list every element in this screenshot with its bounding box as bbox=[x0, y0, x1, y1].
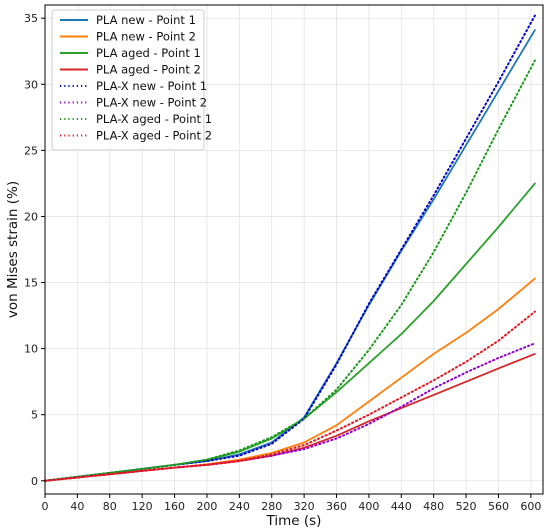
x-tick-label: 160 bbox=[164, 500, 185, 513]
y-axis-label: von Mises strain (%) bbox=[5, 181, 21, 318]
x-tick-label: 80 bbox=[103, 500, 117, 513]
legend-label: PLA aged - Point 1 bbox=[96, 46, 201, 60]
x-tick-label: 240 bbox=[229, 500, 250, 513]
y-tick-label: 25 bbox=[24, 144, 38, 157]
series-8 bbox=[44, 310, 536, 482]
series-7 bbox=[44, 59, 536, 482]
plot-frame bbox=[44, 4, 544, 495]
legend-label: PLA-X new - Point 1 bbox=[96, 79, 207, 93]
legend-label: PLA-X new - Point 2 bbox=[96, 96, 207, 110]
y-tick-label: 0 bbox=[31, 475, 38, 488]
x-tick-label: 480 bbox=[423, 500, 444, 513]
x-axis: 0 40 80 120 160 200 240 280 320 360 400 440 480 520 56… bbox=[42, 494, 541, 513]
x-tick-label: 280 bbox=[261, 500, 282, 513]
series-line bbox=[44, 310, 536, 482]
series-line bbox=[44, 59, 536, 482]
y-tick-label: 20 bbox=[24, 210, 38, 223]
x-tick-label: 200 bbox=[196, 500, 217, 513]
x-tick-label: 400 bbox=[358, 500, 379, 513]
x-tick-label: 0 bbox=[42, 500, 49, 513]
x-tick-label: 360 bbox=[326, 500, 347, 513]
legend: PLA new - Point 1 PLA new - Point 2 PLA ag… bbox=[51, 9, 212, 151]
legend-label: PLA-X aged - Point 2 bbox=[96, 129, 212, 143]
legend-label: PLA new - Point 1 bbox=[96, 13, 196, 27]
legend-label: PLA aged - Point 2 bbox=[96, 63, 201, 77]
x-axis-label: Time (s) bbox=[266, 513, 322, 529]
x-tick-label: 40 bbox=[70, 500, 84, 513]
x-tick-label: 320 bbox=[294, 500, 315, 513]
x-tick-label: 600 bbox=[520, 500, 541, 513]
x-tick-label: 120 bbox=[132, 500, 153, 513]
x-tick-label: 560 bbox=[488, 500, 509, 513]
y-tick-label: 5 bbox=[31, 409, 38, 422]
legend-box bbox=[51, 9, 205, 151]
y-tick-label: 35 bbox=[24, 12, 38, 25]
x-tick-label: 520 bbox=[456, 500, 477, 513]
y-tick-label: 10 bbox=[24, 343, 38, 356]
y-tick-label: 15 bbox=[24, 277, 38, 290]
y-tick-label: 30 bbox=[24, 78, 38, 91]
legend-label: PLA-X aged - Point 1 bbox=[96, 112, 212, 126]
series-layer bbox=[44, 14, 536, 482]
y-axis: 0 5 10 15 20 25 30 35 bbox=[24, 12, 45, 488]
x-tick-label: 440 bbox=[391, 500, 412, 513]
legend-label: PLA new - Point 2 bbox=[96, 30, 196, 44]
